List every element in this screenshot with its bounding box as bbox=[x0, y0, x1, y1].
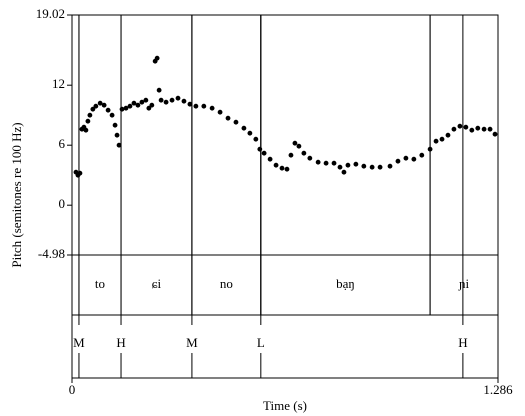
pitch-point bbox=[323, 160, 329, 166]
pitch-point bbox=[253, 136, 259, 142]
pitch-point bbox=[387, 163, 393, 169]
pitch-point bbox=[97, 100, 103, 106]
pitch-point bbox=[403, 155, 409, 161]
pitch-point bbox=[439, 136, 445, 142]
pitch-point bbox=[427, 146, 433, 152]
tone-label: L bbox=[257, 335, 265, 350]
pitch-point bbox=[292, 140, 298, 146]
pitch-point bbox=[419, 152, 425, 158]
y-tick-label: -4.98 bbox=[38, 246, 65, 261]
pitch-point bbox=[451, 126, 457, 132]
pitch-point bbox=[261, 150, 267, 156]
pitch-point bbox=[337, 164, 343, 170]
tone-label: M bbox=[186, 335, 198, 350]
pitch-point bbox=[163, 99, 169, 105]
y-tick-label: 19.02 bbox=[36, 6, 65, 21]
pitch-point bbox=[492, 131, 498, 137]
pitch-point bbox=[225, 115, 231, 121]
pitch-point bbox=[90, 106, 96, 112]
pitch-point bbox=[77, 170, 83, 176]
x-tick-label: 1.286 bbox=[483, 382, 513, 397]
pitch-point bbox=[457, 123, 463, 129]
interval-label: bạŋ bbox=[336, 276, 355, 291]
pitch-point bbox=[87, 112, 93, 118]
pitch-point bbox=[135, 102, 141, 108]
pitch-point bbox=[181, 98, 187, 104]
pitch-point bbox=[169, 97, 175, 103]
pitch-point bbox=[201, 103, 207, 109]
pitch-point bbox=[307, 155, 313, 161]
pitch-point bbox=[119, 106, 125, 112]
interval-label: ɕi bbox=[152, 276, 162, 291]
pitch-point bbox=[353, 161, 359, 167]
tone-label: M bbox=[73, 335, 85, 350]
x-axis-label: Time (s) bbox=[263, 398, 307, 413]
pitch-point bbox=[233, 119, 239, 125]
pitch-point bbox=[241, 125, 247, 131]
pitch-point bbox=[369, 164, 375, 170]
pitch-point bbox=[267, 156, 273, 162]
pitch-point bbox=[93, 103, 99, 109]
pitch-point bbox=[149, 102, 155, 108]
pitch-point bbox=[143, 97, 149, 103]
pitch-point bbox=[445, 132, 451, 138]
pitch-point bbox=[433, 138, 439, 144]
pitch-point bbox=[296, 143, 302, 149]
pitch-point bbox=[156, 87, 162, 93]
pitch-point bbox=[139, 99, 145, 105]
y-tick-label: 6 bbox=[59, 136, 66, 151]
pitch-point bbox=[158, 97, 164, 103]
pitch-point bbox=[341, 169, 347, 175]
pitch-point bbox=[284, 166, 290, 172]
pitch-point bbox=[209, 105, 215, 111]
pitch-point bbox=[288, 152, 294, 158]
pitch-point bbox=[217, 109, 223, 115]
pitch-point bbox=[487, 126, 493, 132]
pitch-point bbox=[279, 165, 285, 171]
pitch-point bbox=[315, 159, 321, 165]
pitch-point bbox=[247, 130, 253, 136]
pitch-point bbox=[345, 162, 351, 168]
pitch-point bbox=[411, 156, 417, 162]
pitch-point bbox=[101, 102, 107, 108]
pitch-point bbox=[127, 103, 133, 109]
y-tick-label: 12 bbox=[52, 76, 65, 91]
tone-label: H bbox=[116, 335, 125, 350]
pitch-point bbox=[481, 126, 487, 132]
pitch-point bbox=[83, 127, 89, 133]
pitch-point bbox=[114, 132, 120, 138]
interval-label: no bbox=[220, 276, 233, 291]
pitch-point bbox=[105, 107, 111, 113]
pitch-point bbox=[175, 95, 181, 101]
tone-label: H bbox=[458, 335, 467, 350]
pitch-point bbox=[85, 118, 91, 124]
plot-frame bbox=[71, 14, 499, 379]
pitch-point bbox=[154, 55, 160, 61]
pitch-point bbox=[112, 122, 118, 128]
pitch-point bbox=[273, 162, 279, 168]
y-axis-label: Pitch (semitones re 100 Hz) bbox=[9, 122, 24, 267]
x-tick-label: 0 bbox=[69, 382, 76, 397]
pitch-point bbox=[361, 163, 367, 169]
pitch-point bbox=[123, 105, 129, 111]
pitch-point bbox=[193, 103, 199, 109]
pitch-point bbox=[146, 105, 152, 111]
pitch-point bbox=[395, 158, 401, 164]
pitch-point bbox=[109, 112, 115, 118]
pitch-point bbox=[131, 100, 137, 106]
interval-label: ɲi bbox=[458, 276, 470, 291]
pitch-point bbox=[475, 125, 481, 131]
pitch-point bbox=[463, 124, 469, 130]
interval-label: to bbox=[95, 276, 105, 291]
y-tick-label: 0 bbox=[59, 196, 66, 211]
pitch-point bbox=[331, 160, 337, 166]
pitch-point bbox=[257, 146, 263, 152]
pitch-point bbox=[301, 150, 307, 156]
pitch-point bbox=[469, 127, 475, 133]
pitch-point bbox=[377, 164, 383, 170]
pitch-point bbox=[187, 101, 193, 107]
pitch-point bbox=[116, 142, 122, 148]
